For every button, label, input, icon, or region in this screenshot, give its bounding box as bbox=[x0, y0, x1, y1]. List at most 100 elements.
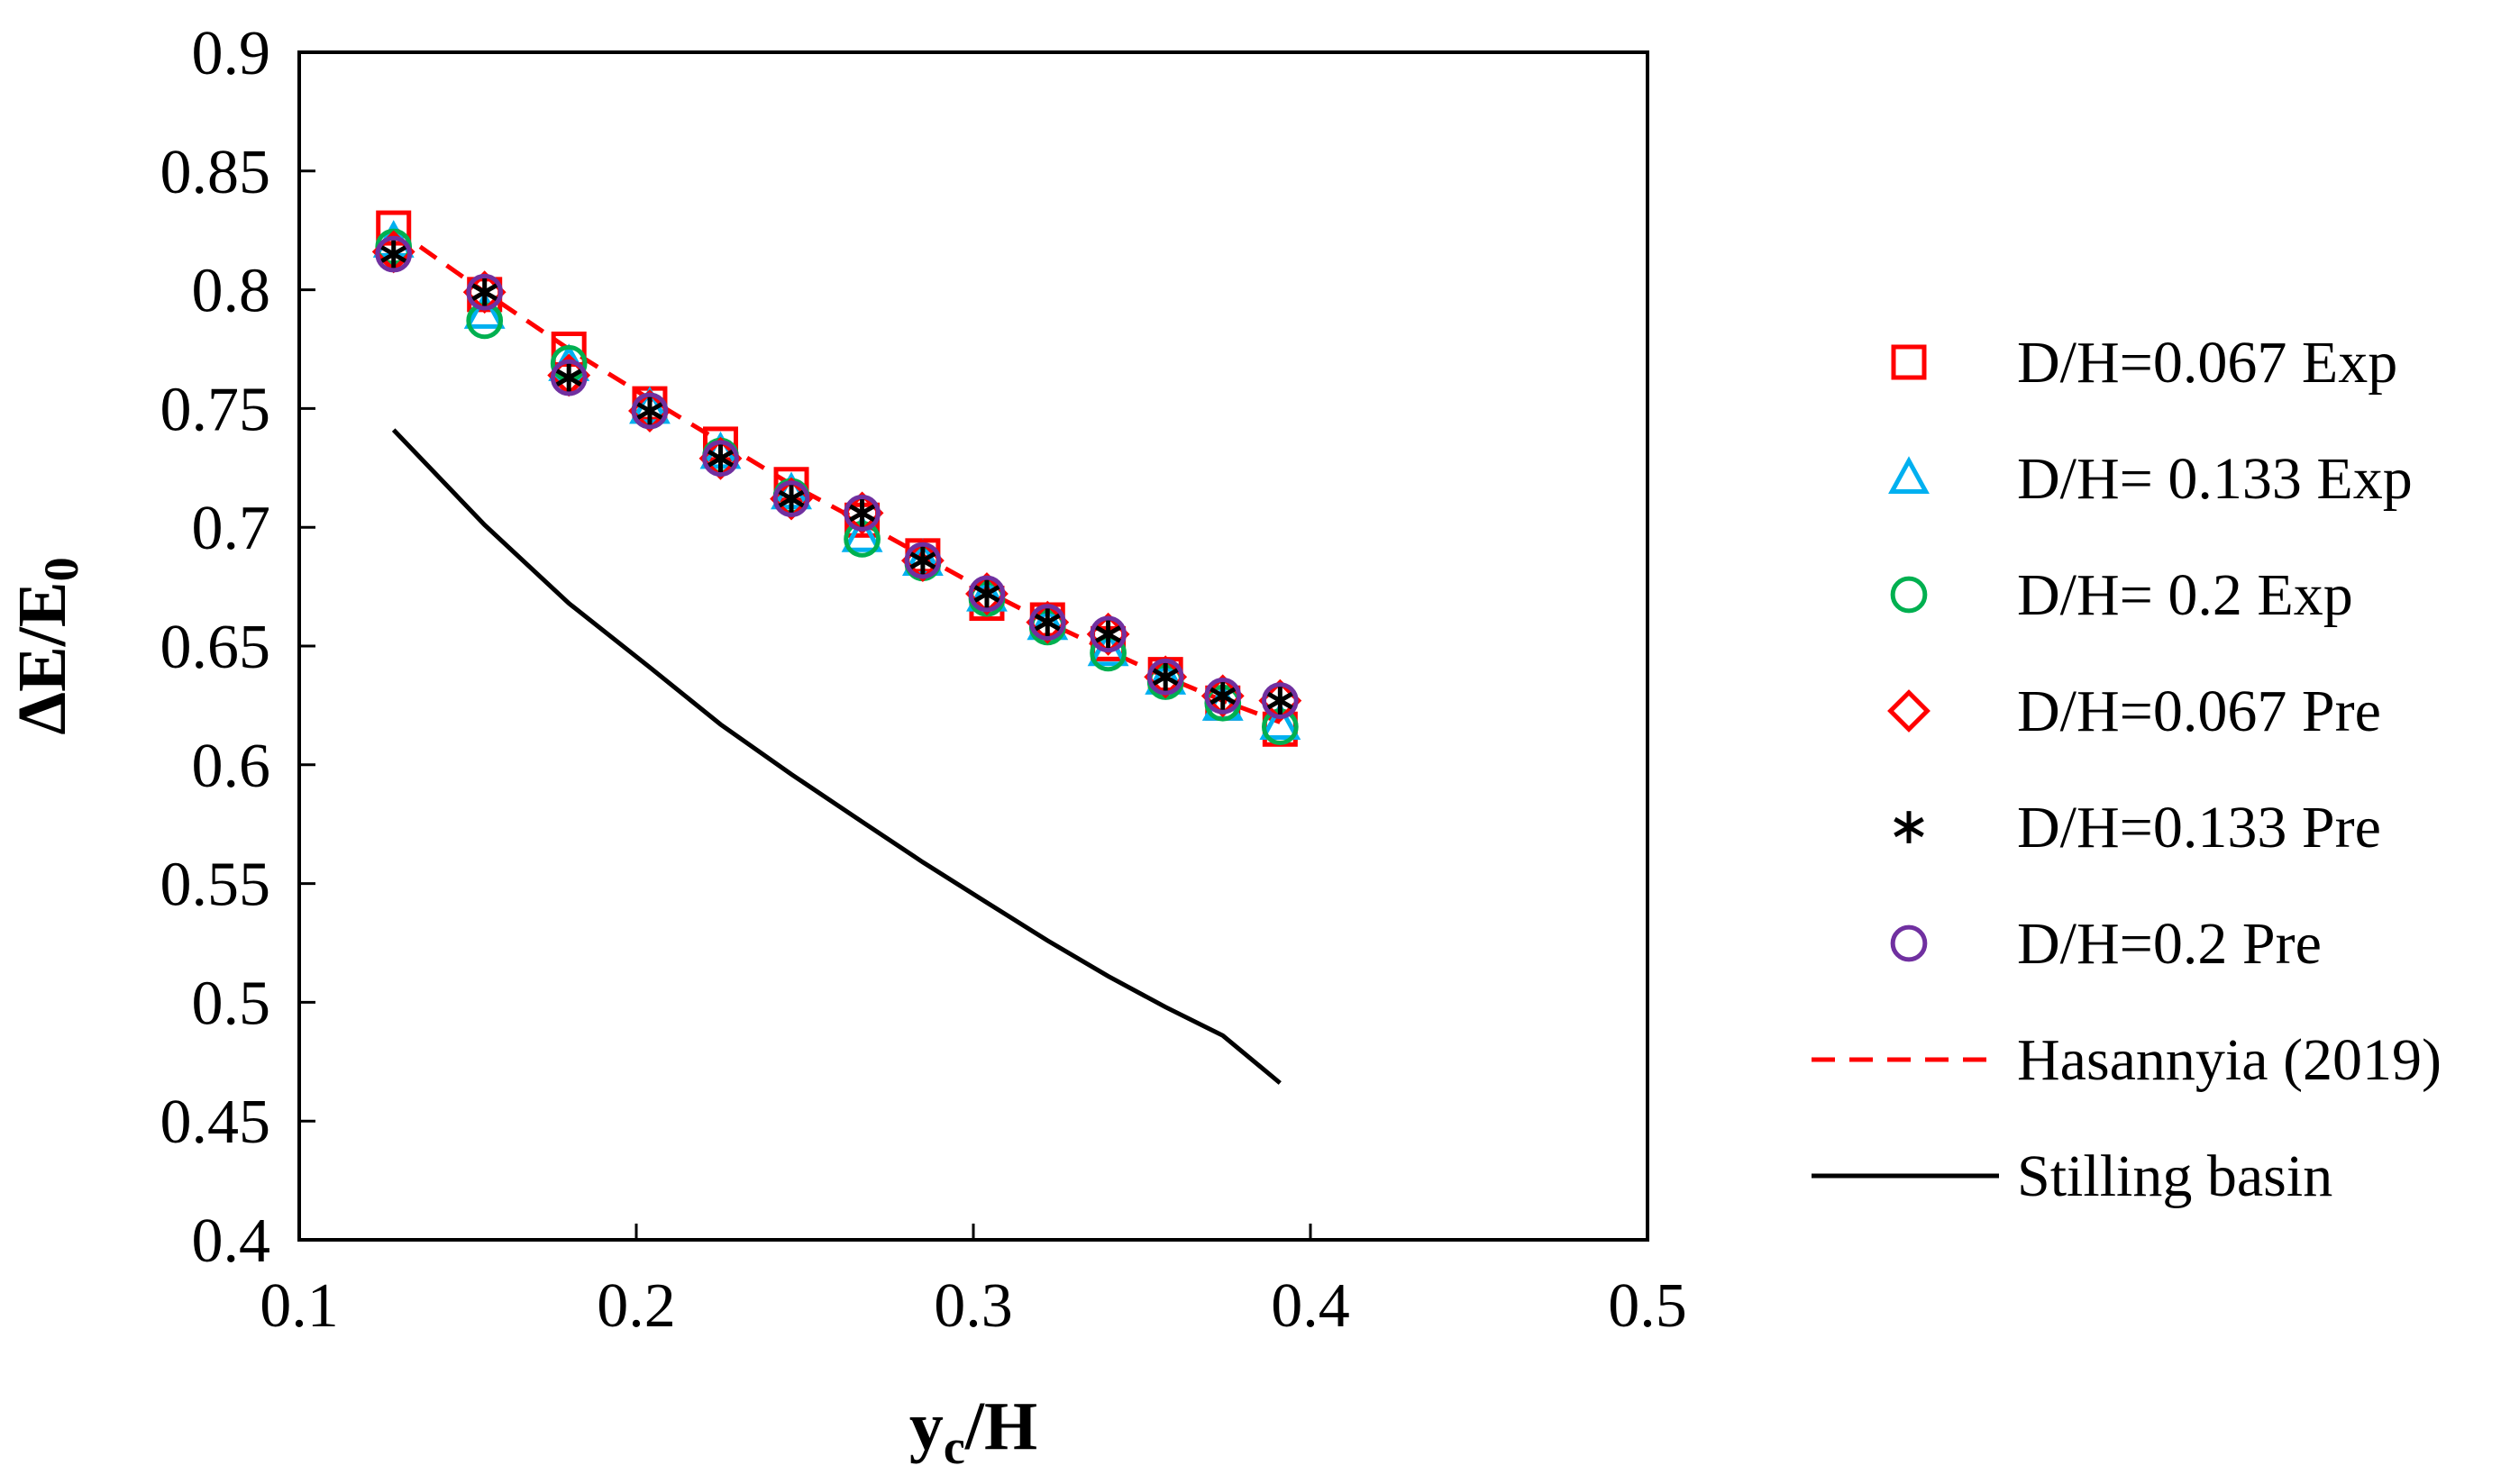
star-stroke bbox=[1264, 690, 1296, 711]
data-point bbox=[972, 578, 1002, 610]
data-point bbox=[1204, 678, 1242, 715]
legend: D/H=0.067 Exp D/H= 0.133 Exp D/H= 0.2 Exp D… bbox=[1812, 330, 2442, 1209]
data-point bbox=[776, 482, 807, 515]
x-axis: 0.1 0.2 0.3 0.4 0.5 bbox=[260, 1224, 1687, 1341]
legend-symbol bbox=[1887, 689, 1931, 733]
x-tick-label: 0.4 bbox=[1271, 1271, 1350, 1341]
data-point bbox=[553, 361, 584, 394]
y-tick-label: 0.55 bbox=[160, 851, 271, 920]
legend-item-d-h-0-067-pre: D/H=0.067 Pre bbox=[1887, 678, 2381, 744]
data-point bbox=[375, 235, 413, 273]
x-axis-title-rest: /H bbox=[964, 1388, 1037, 1464]
y-axis-title-sub: 0 bbox=[34, 557, 88, 581]
data-point bbox=[1150, 660, 1181, 694]
plot-marks bbox=[371, 210, 1302, 1085]
data-point bbox=[1032, 605, 1063, 639]
x-tick-label: 0.2 bbox=[597, 1271, 676, 1341]
data-point bbox=[378, 238, 409, 270]
data-point bbox=[904, 542, 942, 579]
data-point bbox=[702, 440, 739, 478]
y-tick-label: 0.45 bbox=[160, 1088, 271, 1157]
x-tick-label: 0.5 bbox=[1608, 1271, 1687, 1341]
star-stroke bbox=[1207, 686, 1238, 706]
data-point bbox=[634, 395, 665, 427]
y-tick-label: 0.7 bbox=[192, 494, 271, 563]
star-stroke bbox=[378, 243, 409, 265]
x-tick-label: 0.1 bbox=[260, 1271, 339, 1341]
data-point bbox=[968, 575, 1006, 613]
series-d-h-0-133-pre bbox=[378, 238, 1296, 717]
data-point bbox=[846, 496, 878, 530]
data-point bbox=[463, 291, 506, 329]
star-stroke bbox=[553, 368, 584, 388]
legend-symbol bbox=[1894, 811, 1924, 843]
star-stroke bbox=[1150, 667, 1181, 687]
data-point bbox=[631, 392, 669, 430]
y-tick-label: 0.4 bbox=[192, 1206, 271, 1276]
y-tick-label: 0.85 bbox=[160, 138, 271, 207]
legend-item-stilling-basin: Stilling basin bbox=[1812, 1143, 2332, 1209]
star-stroke bbox=[908, 551, 938, 571]
legend-symbol bbox=[1891, 344, 1927, 380]
star-stroke bbox=[972, 583, 1002, 605]
legend-label: Stilling basin bbox=[2017, 1143, 2332, 1209]
y-tick-label: 0.5 bbox=[192, 969, 271, 1038]
series-d-h-0-2-pre bbox=[375, 235, 1299, 719]
data-point bbox=[1261, 682, 1299, 719]
data-point bbox=[841, 514, 883, 552]
data-point bbox=[466, 273, 504, 311]
y-tick-label: 0.8 bbox=[192, 257, 271, 326]
data-point bbox=[1090, 615, 1127, 653]
legend-item-d-h-0-067-exp: D/H=0.067 Exp bbox=[1891, 330, 2397, 396]
data-point bbox=[1207, 679, 1238, 713]
data-point bbox=[1146, 658, 1184, 696]
data-point bbox=[1092, 617, 1124, 651]
legend-item-hasannyia-2019: Hasannyia (2019) bbox=[1812, 1027, 2442, 1093]
x-axis-title-main: y bbox=[909, 1388, 944, 1464]
data-point bbox=[705, 442, 736, 475]
x-axis-title: yc/H bbox=[909, 1388, 1037, 1474]
series-line-stilling-basin bbox=[391, 428, 1282, 1085]
legend-label: D/H=0.067 Exp bbox=[2017, 330, 2397, 396]
data-point bbox=[1259, 702, 1301, 740]
legend-symbol bbox=[1888, 456, 1930, 494]
star-stroke bbox=[776, 488, 807, 509]
legend-item-d-h-0-2-exp: D/H= 0.2 Exp bbox=[1890, 562, 2353, 628]
data-point bbox=[469, 276, 500, 309]
y-tick-label: 0.65 bbox=[160, 613, 271, 682]
data-point bbox=[908, 544, 938, 577]
legend-item-d-h-0-2-pre: D/H=0.2 Pre bbox=[1890, 911, 2322, 977]
data-point bbox=[550, 359, 588, 396]
y-axis-title: ΔE/E0 bbox=[5, 557, 88, 734]
star-stroke bbox=[1894, 816, 1924, 838]
data-point bbox=[1028, 604, 1066, 641]
data-point bbox=[844, 495, 881, 532]
star-stroke bbox=[1092, 624, 1124, 644]
legend-label: D/H=0.067 Pre bbox=[2017, 678, 2381, 744]
legend-symbol bbox=[1890, 924, 1928, 962]
data-point bbox=[1264, 684, 1296, 717]
legend-label: D/H= 0.2 Exp bbox=[2017, 562, 2353, 628]
legend-label: D/H=0.133 Pre bbox=[2017, 795, 2381, 860]
y-tick-label: 0.75 bbox=[160, 375, 271, 444]
star-stroke bbox=[705, 448, 736, 469]
star-stroke bbox=[634, 400, 665, 422]
legend-item-d-h-0-133-exp: D/H= 0.133 Exp bbox=[1888, 446, 2413, 512]
legend-label: D/H= 0.133 Exp bbox=[2017, 446, 2413, 512]
star-stroke bbox=[846, 503, 878, 523]
star-stroke bbox=[469, 282, 500, 303]
y-axis: 0.4 0.45 0.5 0.55 0.6 0.65 0.7 0.75 0.8 0.85 0.9 bbox=[160, 19, 315, 1276]
y-axis-title-main: ΔE/E bbox=[5, 581, 80, 734]
legend-item-d-h-0-133-pre: D/H=0.133 Pre bbox=[1894, 795, 2381, 860]
y-tick-label: 0.9 bbox=[192, 19, 271, 88]
legend-label: Hasannyia (2019) bbox=[2017, 1027, 2442, 1093]
legend-symbol bbox=[1890, 576, 1928, 614]
data-point bbox=[772, 480, 810, 517]
x-tick-label: 0.3 bbox=[934, 1271, 1013, 1341]
x-axis-title-sub: c bbox=[944, 1420, 965, 1474]
star-stroke bbox=[1032, 612, 1063, 633]
legend-label: D/H=0.2 Pre bbox=[2017, 911, 2322, 977]
y-tick-label: 0.6 bbox=[192, 732, 271, 801]
